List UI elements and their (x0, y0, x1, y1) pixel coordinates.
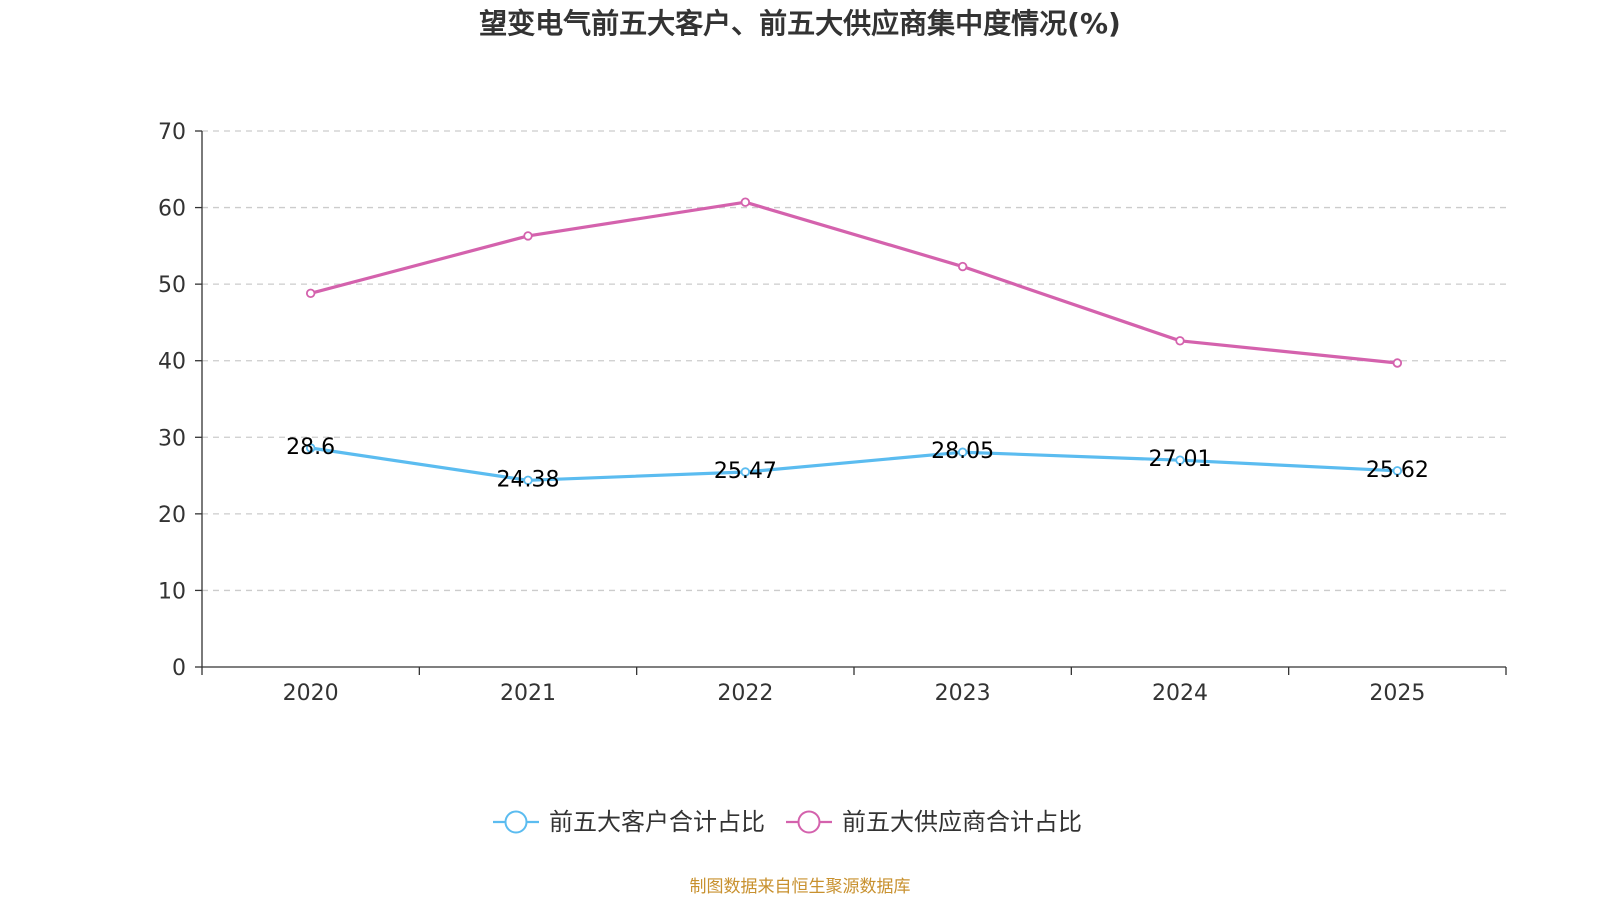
data-label: 25.62 (1366, 458, 1429, 483)
source-note: 制图数据来自恒生聚源数据库 (690, 877, 911, 897)
legend-label: 前五大供应商合计占比 (842, 808, 1082, 836)
y-tick-label: 50 (158, 273, 186, 298)
axes (201, 131, 1506, 668)
legend-marker-icon (797, 810, 821, 834)
y-tick-label: 20 (158, 503, 186, 528)
chart-title: 望变电气前五大客户、前五大供应商集中度情况(%) (479, 7, 1121, 40)
x-tick-label: 2020 (283, 681, 339, 706)
data-point[interactable] (740, 197, 751, 207)
legend-label: 前五大客户合计占比 (549, 808, 765, 836)
data-point[interactable] (305, 443, 316, 453)
data-point[interactable] (523, 231, 533, 241)
y-tick-label: 0 (172, 656, 186, 681)
data-label: 28.6 (286, 435, 335, 460)
data-point[interactable] (523, 475, 533, 486)
legend-item[interactable]: 前五大客户合计占比 (493, 808, 765, 836)
data-label: 27.01 (1149, 447, 1212, 472)
data-point[interactable] (740, 467, 751, 477)
data-point[interactable] (1175, 455, 1185, 465)
series-0: 28.6 24.38 25.47 28.05 27.01 25.62 (286, 435, 1429, 492)
y-tick-label: 40 (158, 350, 186, 375)
data-point[interactable] (1175, 336, 1185, 346)
data-point[interactable] (1392, 466, 1403, 476)
data-point[interactable] (305, 288, 316, 299)
y-tick-label: 70 (158, 120, 186, 145)
x-tick-label: 2023 (935, 681, 991, 706)
legend-item[interactable]: 前五大供应商合计占比 (786, 808, 1082, 836)
y-tick-label: 60 (158, 197, 186, 222)
y-tick-label: 10 (158, 579, 186, 604)
x-axis-ticks: 2020 2021 2022 2023 2024 2025 (201, 667, 1507, 706)
y-axis-ticks: 0 10 20 30 40 50 60 70 (158, 120, 202, 681)
series-1 (305, 197, 1403, 368)
x-tick-label: 2025 (1369, 681, 1425, 706)
gridlines (202, 130, 1506, 592)
data-label: 25.47 (714, 459, 777, 484)
y-tick-label: 30 (158, 426, 186, 451)
data-label: 28.05 (931, 439, 994, 464)
data-label: 24.38 (497, 467, 560, 492)
data-point[interactable] (957, 447, 968, 457)
legend[interactable]: 前五大客户合计占比 前五大供应商合计占比 (493, 808, 1082, 836)
series-group: 28.6 24.38 25.47 28.05 27.01 25.62 (286, 197, 1429, 492)
series-line (310, 200, 1398, 365)
series-line (310, 446, 1398, 482)
x-tick-label: 2022 (717, 681, 773, 706)
x-tick-label: 2024 (1152, 681, 1208, 706)
data-point[interactable] (1392, 358, 1403, 368)
legend-marker-icon (504, 810, 528, 834)
x-tick-label: 2021 (500, 681, 556, 706)
data-point[interactable] (957, 261, 968, 272)
